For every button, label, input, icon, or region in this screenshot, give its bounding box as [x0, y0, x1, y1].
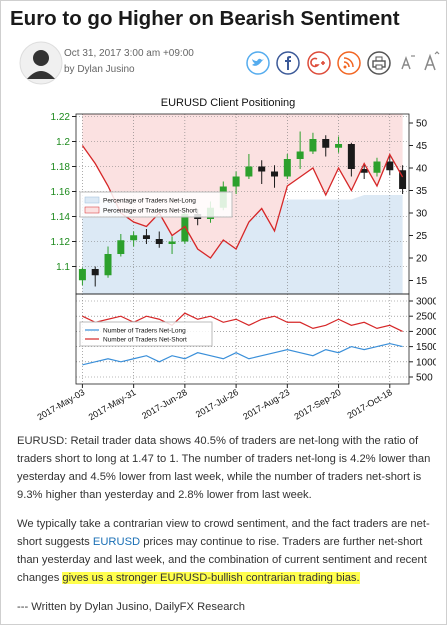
candle-body — [245, 166, 253, 177]
share-bar — [246, 51, 440, 75]
article-author: by Dylan Jusino — [64, 64, 135, 75]
candle-body — [335, 144, 343, 148]
y2-tick-label: 45 — [416, 141, 428, 152]
text: We typically take a contrarian view to c… — [17, 518, 430, 548]
candle-body — [296, 151, 304, 159]
article-title: Euro to go Higher on Bearish Sentiment — [10, 7, 400, 30]
area — [82, 114, 403, 258]
y-tick-label: 1500 — [416, 342, 436, 353]
google-plus-button[interactable] — [307, 51, 331, 75]
facebook-button[interactable] — [276, 51, 300, 75]
legend-box — [79, 321, 213, 347]
candle-body — [271, 171, 279, 177]
byline: --- Written by Dylan Jusino, DailyFX Res… — [17, 601, 245, 613]
y-tick-label: 1.22 — [51, 112, 71, 123]
legend-label: Percentage of Traders Net-Long — [103, 198, 196, 205]
chart-title: EURUSD Client Positioning — [161, 97, 296, 109]
y-tick-label: 1000 — [416, 357, 436, 368]
y-tick-label: 1.2 — [56, 137, 70, 148]
candle-body — [155, 239, 163, 244]
y2-tick-label: 50 — [416, 119, 428, 130]
candle-body — [91, 269, 99, 276]
font-larger-button[interactable] — [424, 51, 440, 71]
paragraph: EURUSD: Retail trader data shows 40.5% o… — [17, 435, 431, 501]
legend-label: Percentage of Traders Net-Short — [103, 208, 197, 215]
candle-body — [360, 169, 368, 173]
candle-body — [104, 254, 112, 276]
y2-tick-label: 35 — [416, 186, 428, 197]
y-tick-label: 1.18 — [51, 162, 71, 173]
candle-body — [130, 235, 138, 241]
paragraph: We typically take a contrarian view to c… — [17, 515, 435, 587]
candle-body — [258, 166, 266, 172]
line — [82, 312, 403, 332]
candle-body — [322, 139, 330, 148]
candle-body — [373, 161, 381, 173]
y-tick-label: 1.12 — [51, 237, 71, 248]
legend-label: Number of Traders Net-Short — [103, 337, 187, 344]
candle-body — [309, 139, 317, 152]
legend-swatch — [84, 196, 100, 204]
print-button[interactable] — [367, 51, 391, 75]
article-date: Oct 31, 2017 3:00 am +09:00 — [64, 48, 194, 59]
y2-tick-label: 25 — [416, 231, 428, 242]
candle-body — [168, 241, 176, 244]
y-tick-label: 1.16 — [51, 187, 71, 198]
candle-body — [142, 235, 150, 239]
legend-swatch — [84, 206, 100, 214]
plot-frame — [75, 293, 410, 385]
line — [82, 342, 403, 366]
legend-label: Number of Traders Net-Long — [103, 328, 186, 335]
candle-body — [232, 176, 240, 187]
y-tick-label: 2000 — [416, 327, 436, 338]
legend: Number of Traders Net-Long Number of Trad… — [79, 321, 213, 347]
link[interactable]: EURUSD — [92, 536, 141, 548]
legend: Percentage of Traders Net-Long Percentage… — [79, 191, 233, 218]
highlighted-text: gives us a stronger EURUSD-bullish contr… — [62, 572, 360, 584]
y-tick-label: 500 — [416, 373, 433, 384]
y-tick-label: 2500 — [416, 312, 436, 323]
y-tick-label: 3000 — [416, 296, 436, 307]
font-smaller-button[interactable] — [401, 55, 415, 70]
y2-tick-label: 20 — [416, 254, 428, 265]
twitter-button[interactable] — [246, 51, 270, 75]
y-tick-label: 1.14 — [51, 212, 71, 223]
candle-body — [283, 159, 291, 177]
y2-tick-label: 30 — [416, 209, 428, 220]
y-tick-label: 1.1 — [56, 262, 70, 273]
author-avatar — [19, 41, 63, 85]
line — [81, 145, 404, 259]
text: prices may continue to rise. Traders are… — [17, 536, 427, 584]
y2-tick-label: 40 — [416, 164, 428, 175]
candle-body — [386, 161, 394, 171]
y2-tick-label: 15 — [416, 276, 428, 287]
candle-body — [78, 269, 86, 281]
rss-button[interactable] — [337, 51, 361, 75]
chart: EURUSD Client Positioning 1.1 1.12 1.14 1.1… — [16, 93, 436, 423]
candle-body — [399, 170, 407, 189]
candle-body — [117, 240, 125, 254]
legend-box — [79, 191, 233, 218]
candle-body — [347, 144, 355, 169]
